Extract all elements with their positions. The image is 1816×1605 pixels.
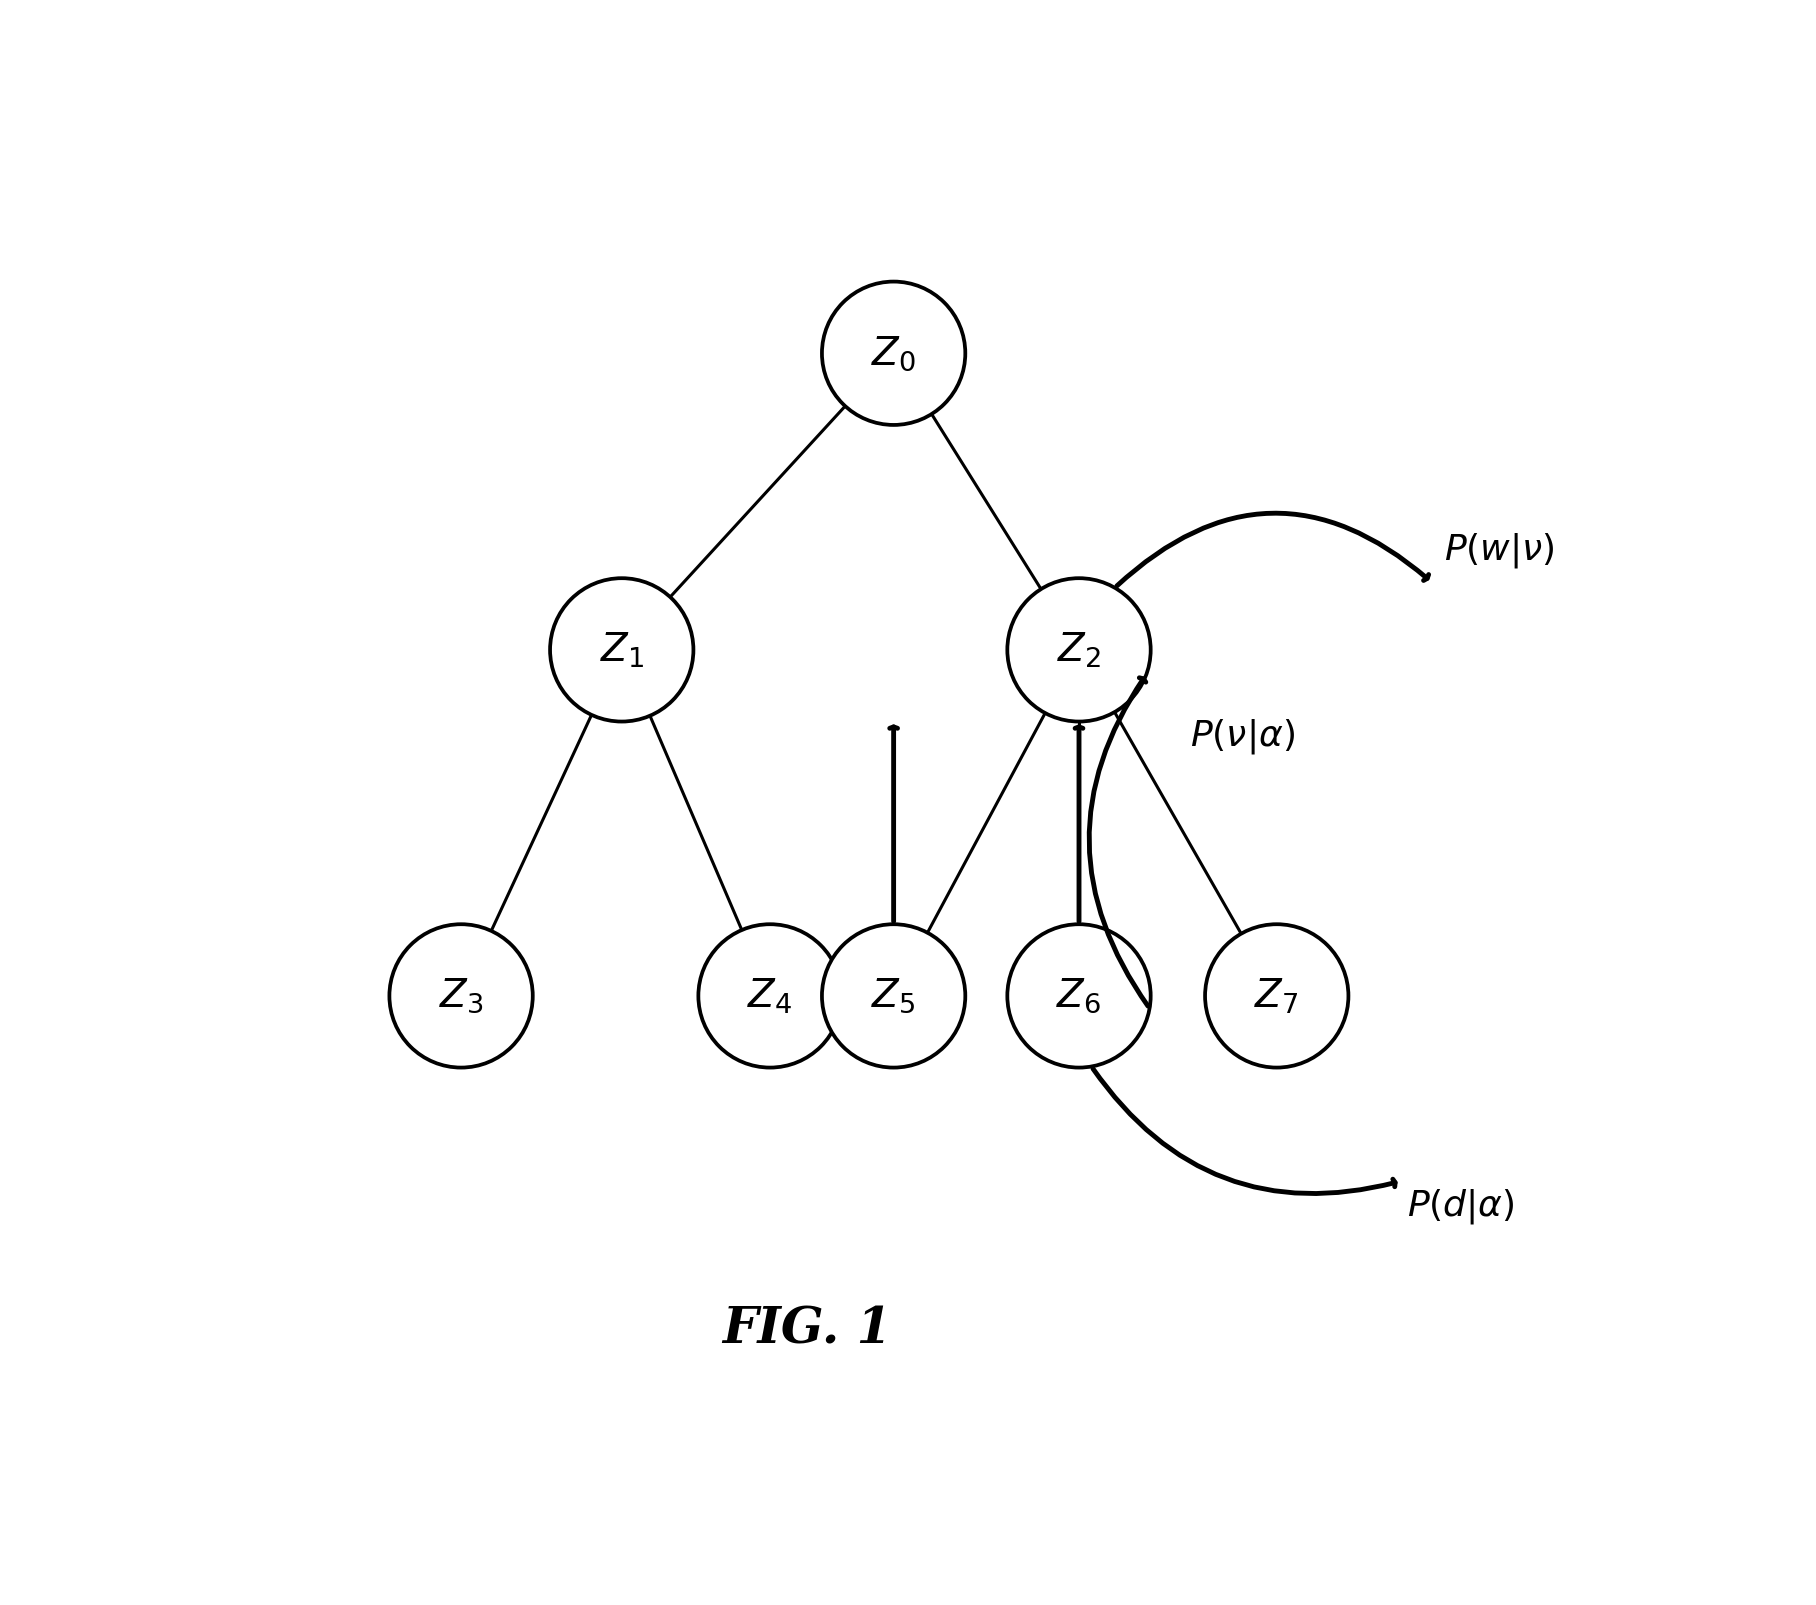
Text: $Z_2$: $Z_2$ <box>1057 631 1100 669</box>
Text: $Z_7$: $Z_7$ <box>1255 976 1298 1016</box>
Text: $Z_1$: $Z_1$ <box>599 631 645 669</box>
Circle shape <box>389 924 532 1067</box>
Circle shape <box>699 924 843 1067</box>
Text: $P(\nu|\alpha)$: $P(\nu|\alpha)$ <box>1189 717 1295 756</box>
Circle shape <box>1008 924 1151 1067</box>
Text: $Z_0$: $Z_0$ <box>872 334 915 372</box>
Text: $Z_4$: $Z_4$ <box>748 976 792 1016</box>
Text: FIG. 1: FIG. 1 <box>723 1305 892 1355</box>
Circle shape <box>823 281 966 425</box>
Text: $P(w|\nu)$: $P(w|\nu)$ <box>1444 531 1554 570</box>
Circle shape <box>1008 578 1151 722</box>
Text: $Z_6$: $Z_6$ <box>1057 976 1102 1016</box>
Text: $P(d|\alpha)$: $P(d|\alpha)$ <box>1407 1188 1515 1226</box>
Circle shape <box>550 578 694 722</box>
Circle shape <box>1206 924 1349 1067</box>
Circle shape <box>823 924 966 1067</box>
Text: $Z_3$: $Z_3$ <box>439 976 483 1016</box>
Text: $Z_5$: $Z_5$ <box>872 976 915 1016</box>
